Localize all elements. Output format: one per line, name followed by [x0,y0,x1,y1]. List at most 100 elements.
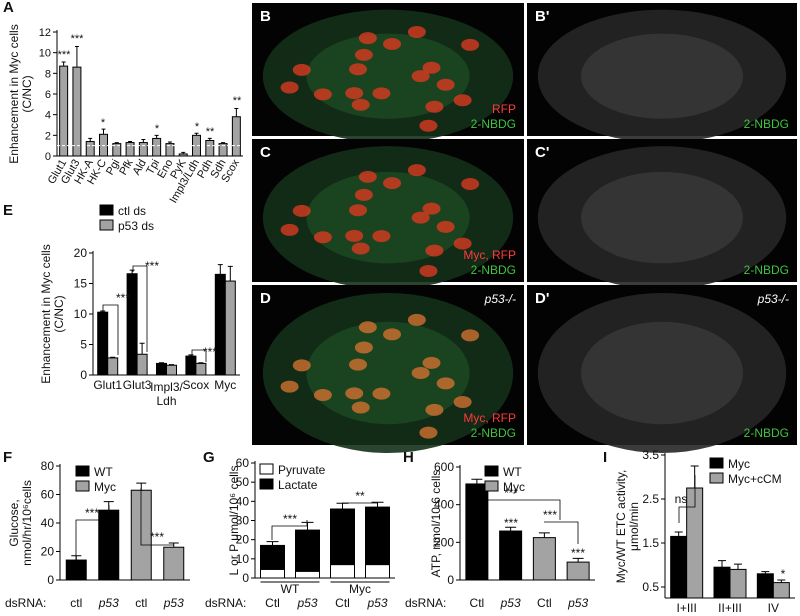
error-bar [777,579,786,583]
bar [152,137,162,157]
significance-bracket [477,499,561,520]
x-tick-label: ctl [70,596,82,610]
stain-label: 2-NBDG [744,263,789,277]
error-bar [139,342,145,355]
stain-label: 2-NBDG [744,426,789,440]
y-tick-label: 12 [39,27,51,39]
y-tick-label: 1.5 [642,536,659,550]
y-tick-label: 10 [236,552,250,566]
legend-label: ctl ds [118,204,146,218]
bar [107,357,119,376]
x-tick-label: Ldh [156,394,176,408]
tissue-inner [306,321,470,425]
error-bar [761,571,770,574]
y-tick-label: 10 [74,307,88,321]
red-clone [411,211,430,224]
error-bar [194,132,199,136]
x-prefix: dsRNA: [405,596,446,610]
red-clone [349,63,368,76]
significance-bracket [544,521,579,544]
tissue-inner [306,33,470,119]
significance: *** [203,345,217,359]
red-clone [354,48,373,61]
red-clone [372,387,391,400]
significance: ** [355,489,365,503]
y-tick-label: 60 [41,488,55,502]
error-bar [141,138,146,143]
legend-swatch [259,478,274,490]
y-axis-label: nmol/hr/10⁶cells [20,480,34,566]
y-tick-label: 20 [41,545,55,559]
x-tick-label: Ctl [335,596,350,610]
bar [330,564,355,579]
red-clone [358,32,377,45]
y-tick-label: 20 [236,533,250,547]
bar [195,362,207,376]
error-bar [572,557,584,563]
y-axis-label: Enhancement in Myc cells [39,244,53,383]
y-tick-label: 40 [41,516,55,530]
red-clone [292,63,311,76]
error-bar [198,362,204,364]
group-label: Myc [349,582,371,596]
red-clone [349,358,368,371]
panel-label: D' [535,290,549,307]
red-clone [358,170,377,183]
error-bar [159,362,164,364]
stain-label: 2-NBDG [471,426,516,440]
red-clone [425,244,444,257]
y-tick-label: 2 [45,130,51,142]
red-clone [358,321,377,334]
significance-bracket [132,265,148,352]
significance: *** [145,259,159,273]
y-tick-label: 4 [45,110,51,122]
red-clone [354,341,373,354]
red-clone [345,87,364,100]
red-clone [436,377,455,390]
y-tick-label: 400 [434,498,454,512]
bar [136,353,148,376]
y-axis-label: Myc/WT ETC activity, [614,470,628,584]
bar [214,273,226,376]
significance: ** [206,126,215,138]
red-clone [280,223,299,236]
significance: *** [571,546,585,560]
red-clone [351,242,370,255]
red-clone [292,359,311,372]
error-bar [207,137,212,141]
x-prefix: dsRNA: [5,596,46,610]
legend-label: WT [503,465,522,479]
red-clone [453,395,472,408]
x-tick-label: Glut1 [93,378,122,392]
red-clone [461,178,480,191]
y-tick-label: 15 [74,277,88,291]
legend-swatch [75,465,90,477]
red-clone [280,81,299,94]
x-tick-label: p53 [567,596,588,610]
stain-label: 2-NBDG [471,263,516,277]
red-clone [436,78,455,91]
y-tick-label: 0 [45,151,51,163]
bar [65,559,87,581]
significance: * [101,117,106,129]
panel-label: B [260,8,271,25]
significance: *** [58,49,72,61]
legend-label: Myc [728,457,750,471]
red-clone [407,313,426,326]
error-bar [217,264,223,275]
error-bar [234,107,239,117]
red-clone [425,100,444,113]
red-clone [461,329,480,342]
legend-label: Pyruvate [278,463,326,477]
tissue-inner [581,321,743,425]
panel-label: B' [535,8,549,25]
red-clone [411,367,430,379]
significance: ns [675,492,688,506]
panel-label: H [403,449,414,466]
significance: *** [116,291,130,305]
group-label: WT [281,582,300,596]
red-clone [372,230,391,243]
bar [125,142,135,157]
tissue-inner [581,171,743,264]
bar [163,546,185,581]
